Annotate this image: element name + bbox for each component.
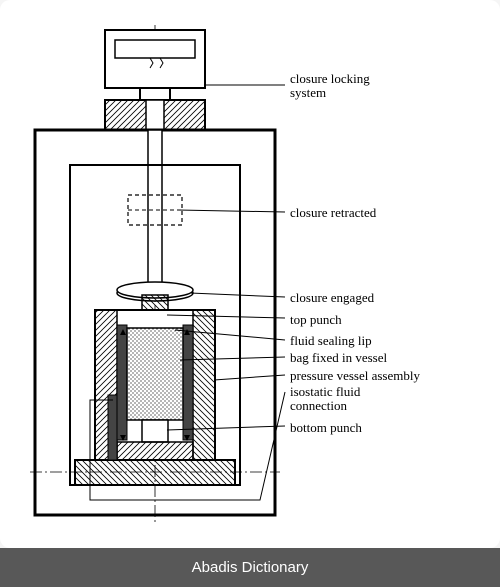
label-pressure-vessel-assembly: pressure vessel assembly — [290, 368, 420, 384]
diagram-container: closure lockingsystem closure retracted … — [0, 0, 500, 548]
diagram-svg — [0, 0, 500, 548]
footer-text: Abadis Dictionary — [192, 559, 309, 576]
label-closure-engaged: closure engaged — [290, 290, 374, 306]
label-bag-fixed-in-vessel: bag fixed in vessel — [290, 350, 387, 366]
label-bottom-punch: bottom punch — [290, 420, 362, 436]
label-isostatic-fluid-connection: isostatic fluidconnection — [290, 385, 360, 414]
label-top-punch: top punch — [290, 312, 342, 328]
label-fluid-sealing-lip: fluid sealing lip — [290, 333, 372, 349]
label-closure-retracted: closure retracted — [290, 205, 376, 221]
footer-bar: Abadis Dictionary — [0, 548, 500, 587]
label-closure-locking-system: closure lockingsystem — [290, 72, 370, 101]
